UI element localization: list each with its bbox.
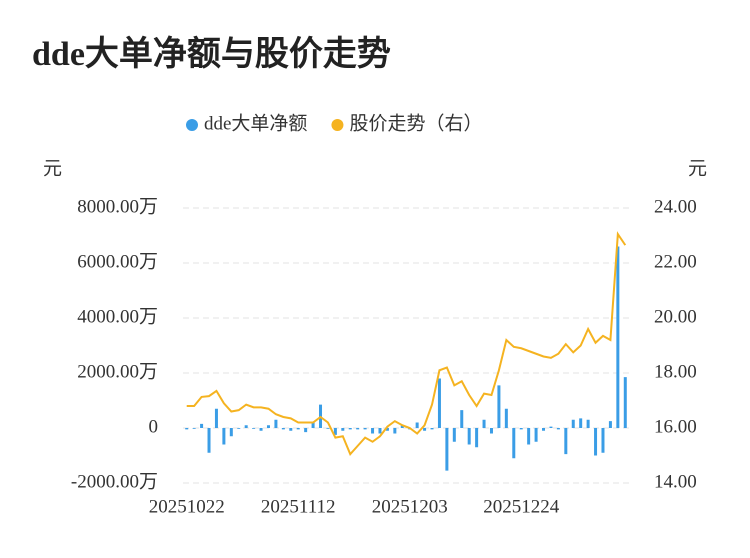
y2-tick-label: 20.00 — [654, 306, 697, 327]
bar — [542, 428, 546, 431]
bar — [452, 428, 456, 442]
legend-marker — [331, 119, 344, 131]
bar — [608, 421, 612, 428]
bar — [341, 428, 345, 431]
y-tick-label: 4000.00万 — [77, 306, 158, 327]
bar — [237, 428, 241, 429]
bar — [616, 246, 620, 428]
bar — [266, 425, 270, 428]
bar — [556, 428, 560, 430]
y-unit: 元 — [43, 158, 62, 179]
bar — [423, 428, 427, 431]
bar — [207, 428, 211, 453]
bar — [504, 408, 508, 428]
chart-title: dde大单净额与股价走势 — [32, 35, 391, 73]
y2-tick-label: 18.00 — [654, 361, 697, 382]
bar — [489, 428, 493, 434]
bar — [363, 428, 367, 430]
y2-tick-label: 14.00 — [654, 471, 697, 492]
bar — [601, 428, 605, 453]
y2-tick-label: 16.00 — [654, 416, 697, 437]
y-tick-label: 2000.00万 — [77, 361, 158, 382]
x-tick-label: 20251224 — [483, 496, 560, 517]
bar — [400, 425, 404, 428]
bar — [304, 428, 308, 433]
x-tick-label: 20251022 — [149, 496, 225, 517]
bar — [519, 428, 523, 430]
bar — [244, 425, 248, 428]
y-tick-label: -2000.00万 — [71, 471, 158, 492]
legend-marker — [186, 119, 198, 131]
x-tick-label: 20251112 — [261, 496, 336, 517]
legend-label: 股价走势（右） — [349, 112, 482, 134]
bar — [259, 428, 263, 431]
bar — [579, 418, 583, 428]
bar — [460, 410, 464, 428]
bar — [564, 428, 568, 455]
bar — [467, 428, 471, 445]
bar — [393, 428, 397, 434]
bar — [326, 428, 330, 429]
bar — [274, 419, 278, 428]
bar — [378, 428, 382, 434]
price-line — [186, 231, 627, 456]
y2-unit: 元 — [688, 158, 707, 179]
bar — [437, 378, 441, 428]
bar — [586, 419, 590, 428]
legend-label: dde大单净额 — [204, 112, 307, 134]
bar — [348, 428, 352, 430]
bar — [571, 419, 575, 428]
bar — [512, 428, 516, 459]
bar — [222, 428, 226, 445]
y2-tick-label: 22.00 — [654, 251, 697, 272]
bar — [475, 428, 479, 448]
x-tick-label: 20251203 — [372, 496, 448, 517]
bar — [192, 428, 196, 429]
bar — [385, 428, 389, 431]
y-tick-label: 8000.00万 — [77, 196, 158, 217]
bar — [311, 422, 315, 428]
bar — [534, 428, 538, 442]
bar — [200, 423, 204, 428]
bar — [229, 428, 233, 437]
bar — [445, 428, 449, 471]
bar — [415, 422, 419, 428]
bar — [430, 428, 434, 430]
bar — [333, 428, 337, 435]
bar — [623, 377, 627, 428]
bar — [527, 428, 531, 445]
bar — [289, 428, 293, 431]
y-tick-label: 6000.00万 — [77, 251, 158, 272]
bar — [356, 428, 360, 430]
bar — [214, 408, 218, 428]
bar — [185, 428, 189, 430]
bar — [252, 428, 256, 429]
bar — [371, 428, 375, 434]
y2-tick-label: 24.00 — [654, 196, 697, 217]
bar — [482, 419, 486, 428]
bar — [296, 428, 300, 430]
bar — [549, 426, 553, 428]
bar — [497, 385, 501, 428]
bar — [281, 428, 285, 430]
y-tick-label: 0 — [149, 416, 159, 437]
bar — [594, 428, 598, 456]
